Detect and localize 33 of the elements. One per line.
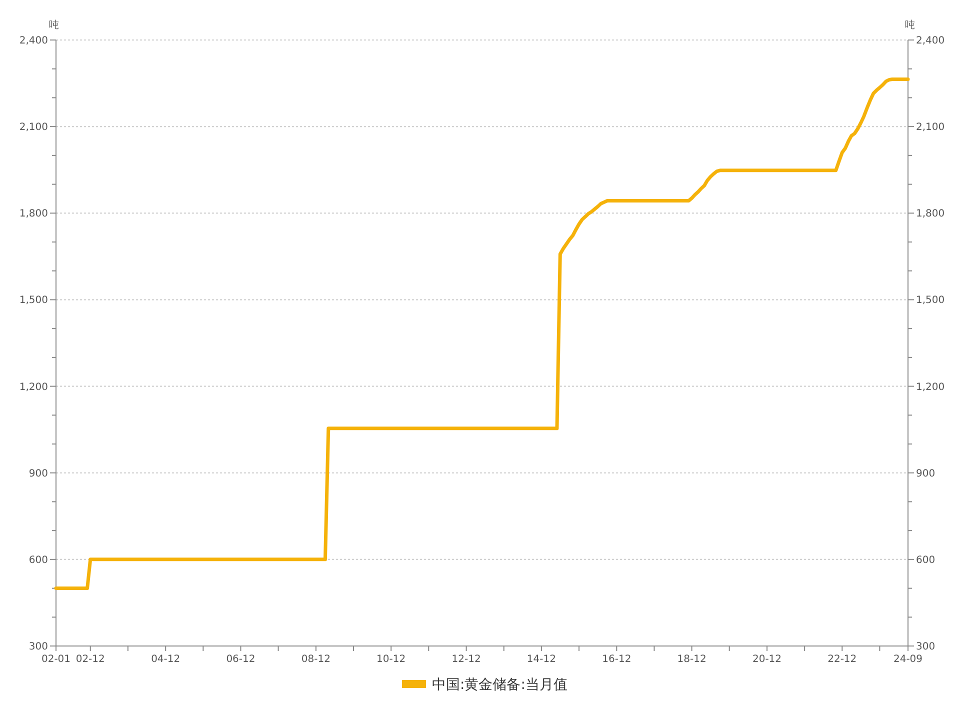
legend-label: 中国:黄金储备:当月值 xyxy=(432,676,568,693)
x-tick-label: 16-12 xyxy=(602,654,632,665)
x-tick-label: 14-12 xyxy=(526,654,556,665)
x-tick-label: 22-12 xyxy=(828,654,857,665)
y2-tick-label: 300 xyxy=(916,642,936,652)
y2-axis-title: 吨 xyxy=(905,19,915,31)
x-tick-label: 24-09 xyxy=(893,654,923,665)
x-tick-label: 04-12 xyxy=(151,654,180,665)
x-tick-label: 10-12 xyxy=(376,654,406,665)
y-tick-label: 600 xyxy=(28,554,48,566)
x-tick-label: 08-12 xyxy=(301,654,330,665)
y2-tick-label: 1,800 xyxy=(916,208,945,220)
x-tick-label: 02-01 xyxy=(41,654,71,665)
x-tick-label: 06-12 xyxy=(226,654,256,665)
y-tick-label: 2,100 xyxy=(19,122,48,134)
y2-tick-label: 900 xyxy=(916,468,936,480)
x-tick-label: 02-12 xyxy=(76,654,105,665)
y2-tick-label: 2,400 xyxy=(916,36,945,46)
y2-tick-label: 1,200 xyxy=(916,382,945,393)
y-tick-label: 1,500 xyxy=(19,295,48,306)
y-axis-title: 吨 xyxy=(49,19,59,31)
y2-tick-label: 1,500 xyxy=(916,295,945,306)
y-tick-label: 300 xyxy=(28,642,48,652)
x-tick-label: 20-12 xyxy=(752,654,782,665)
y-tick-label: 2,400 xyxy=(19,36,48,46)
y-tick-label: 900 xyxy=(28,468,48,480)
y2-tick-label: 2,100 xyxy=(916,122,945,134)
y-tick-label: 1,800 xyxy=(19,208,48,220)
line-series xyxy=(54,77,910,590)
y-tick-label: 1,200 xyxy=(19,382,48,393)
x-tick-label: 18-12 xyxy=(677,654,706,665)
y2-tick-label: 600 xyxy=(916,554,936,566)
x-tick-label: 12-12 xyxy=(452,654,481,665)
